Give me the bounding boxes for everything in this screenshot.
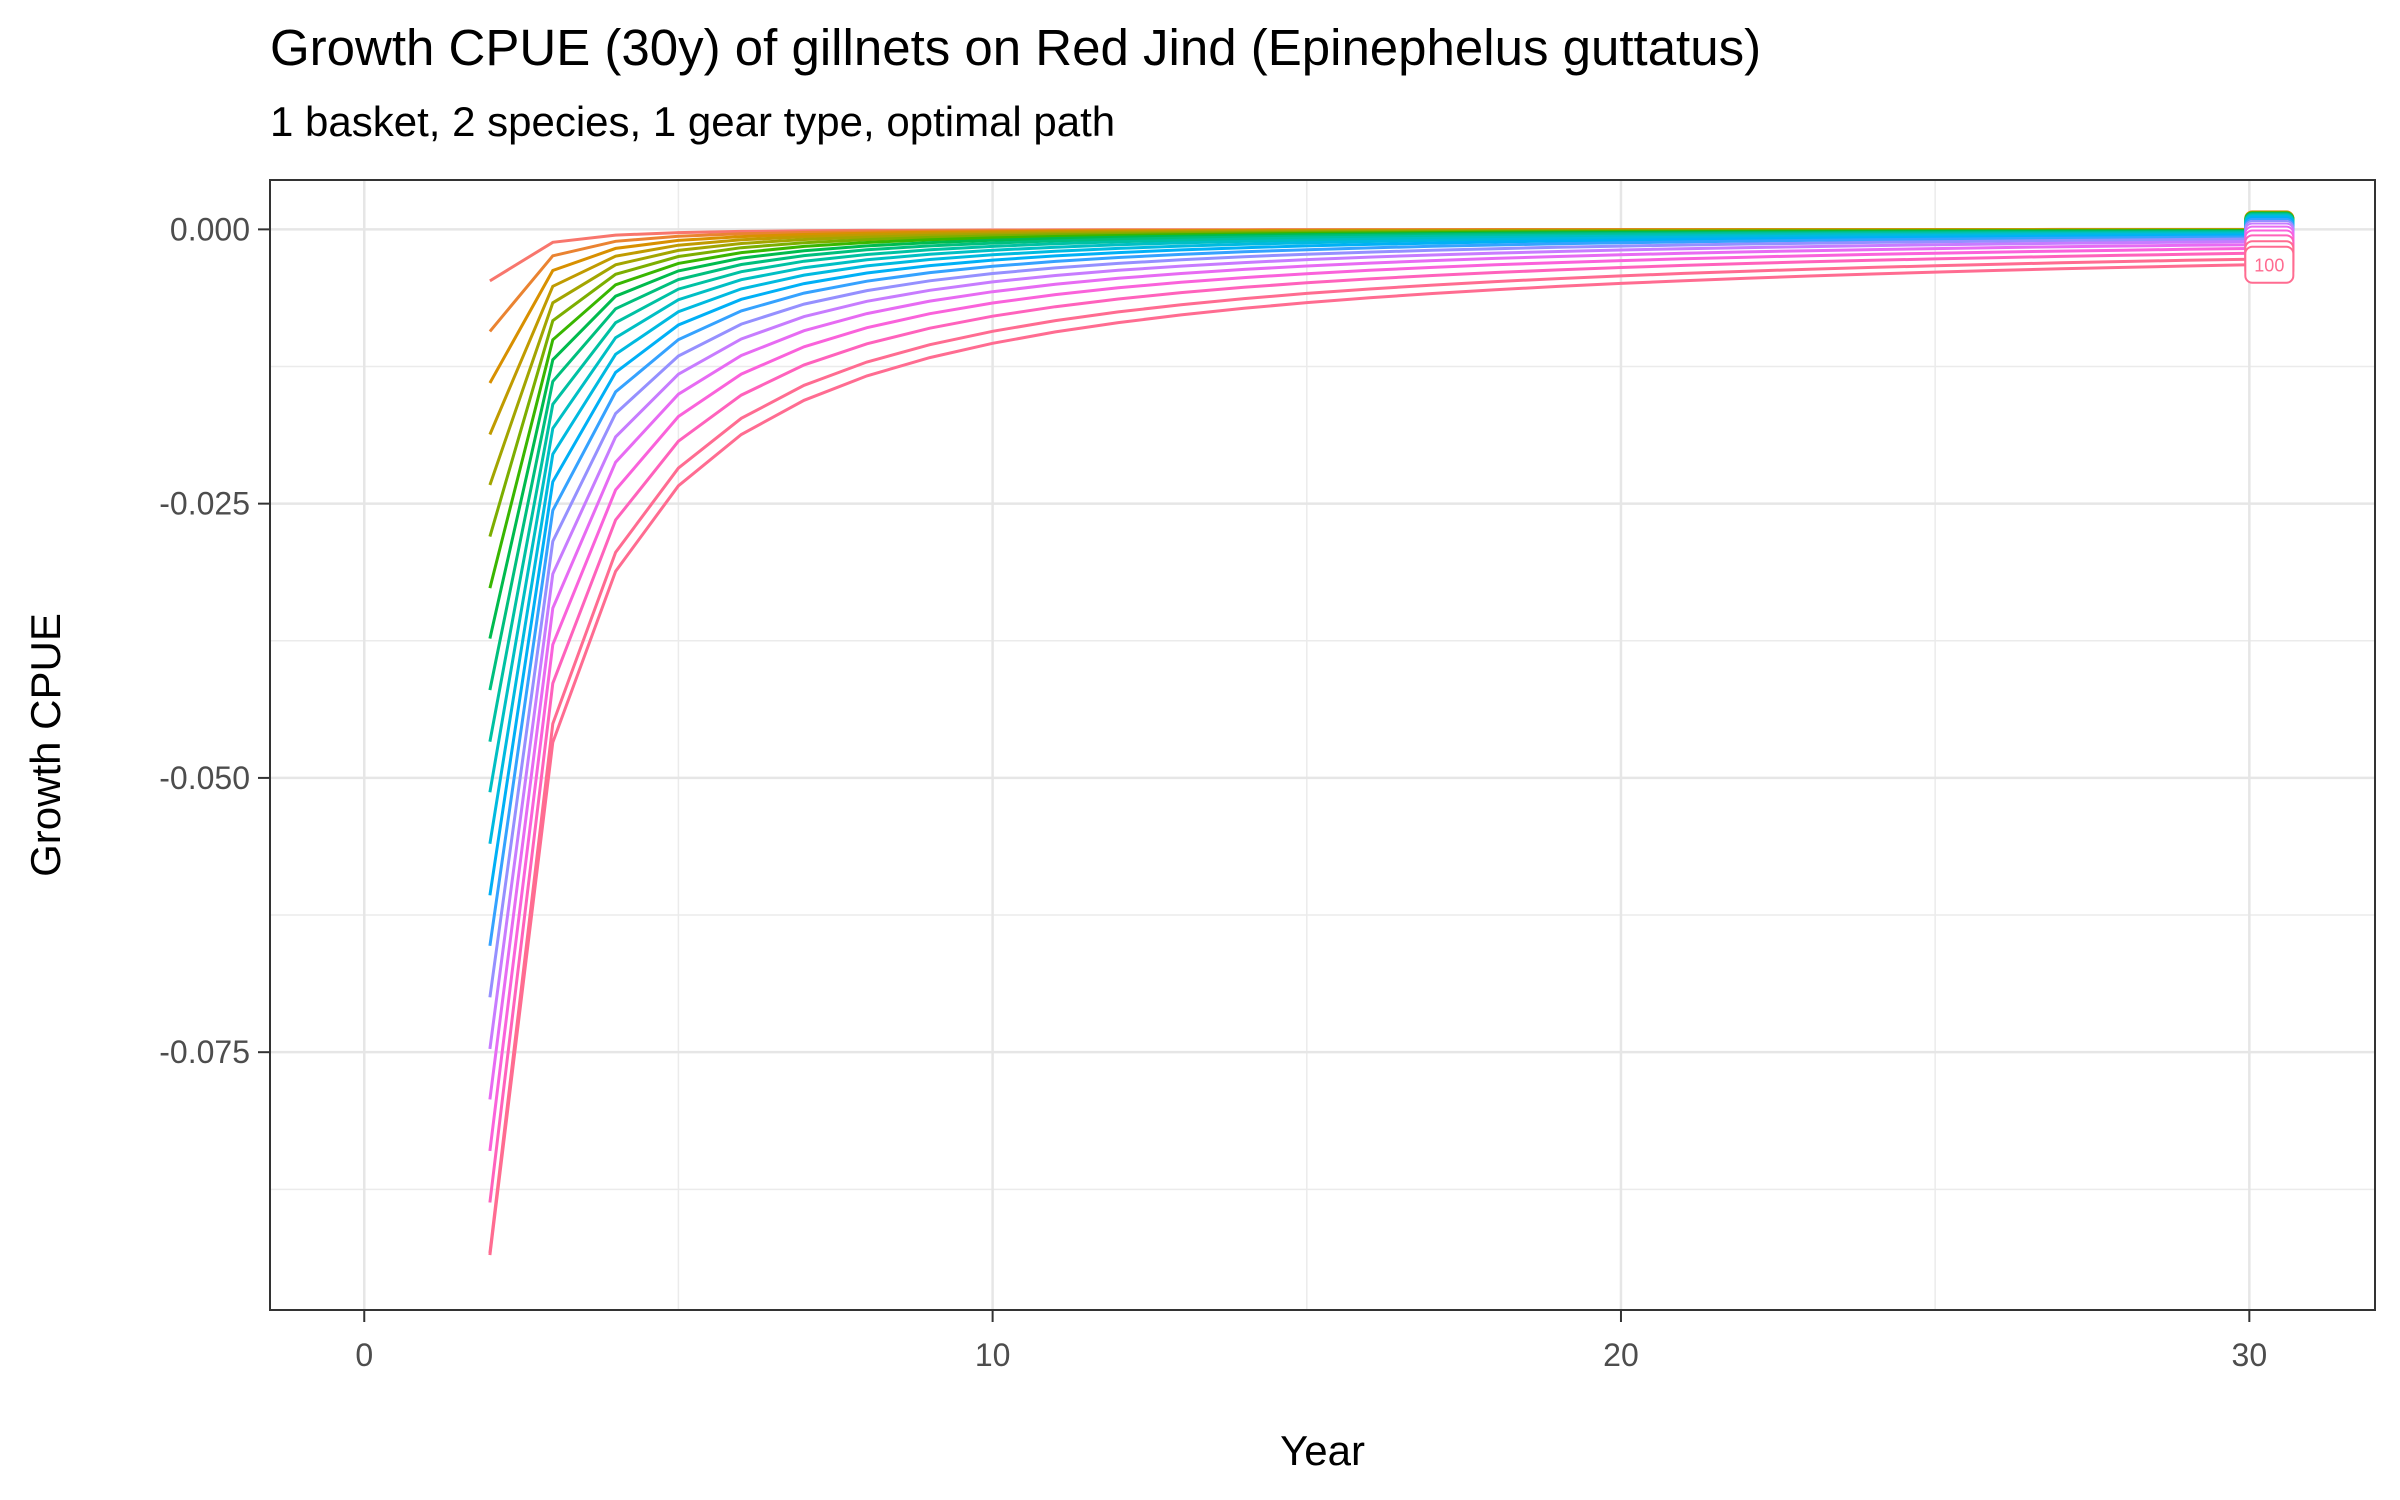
series-line (488, 229, 2250, 639)
series-end-label-box (2244, 245, 2295, 284)
series-line (488, 263, 2250, 1256)
y-tick-label: 0.000 (170, 211, 250, 247)
series-line (488, 233, 2250, 896)
y-tick-label: -0.025 (159, 486, 250, 522)
series-end-label-text: 100 (2254, 256, 2284, 276)
x-tick-label: 10 (975, 1337, 1011, 1373)
x-tick-label: 30 (2232, 1337, 2268, 1373)
series-line (488, 247, 2250, 1152)
series-line (488, 251, 2250, 1203)
series-line (488, 228, 2250, 436)
y-tick-label: -0.075 (159, 1034, 250, 1070)
series-line (488, 231, 2250, 793)
series-lines (488, 227, 2250, 1256)
chart-title: Growth CPUE (30y) of gillnets on Red Jin… (270, 19, 1762, 76)
grid-lines (270, 180, 2375, 1310)
series-end-labels: 100 (2244, 210, 2295, 284)
series-line (488, 243, 2250, 1100)
series-line (488, 257, 2250, 1254)
series-line (488, 240, 2250, 1050)
y-axis-title: Growth CPUE (22, 613, 69, 877)
x-axis-title: Year (1280, 1427, 1365, 1474)
series-line (488, 232, 2250, 844)
series-line (488, 230, 2250, 691)
x-tick-label: 0 (355, 1337, 373, 1373)
series-line (488, 237, 2250, 998)
chart-subtitle: 1 basket, 2 species, 1 gear type, optima… (270, 98, 1116, 145)
series-line (488, 235, 2250, 947)
x-tick-label: 20 (1603, 1337, 1639, 1373)
y-tick-label: -0.050 (159, 760, 250, 796)
plot-panel-border (269, 179, 2376, 1311)
series-line (488, 229, 2250, 589)
axis-ticks: 0 10 20 30 0.000 -0.025 -0.050 -0.075 (159, 211, 2267, 1373)
